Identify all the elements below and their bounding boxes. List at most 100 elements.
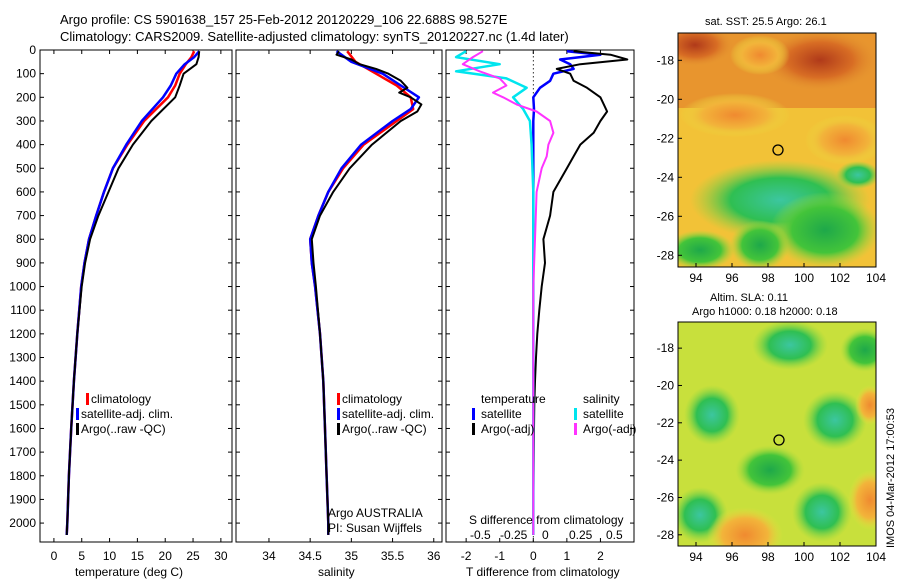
lon-tick-label: 100 [794,550,814,564]
legend-label: climatology [91,392,151,406]
difference-legend: temperature salinity satellite Argo(-adj… [472,392,636,436]
x-tick-label: -1 [494,549,505,563]
legend-swatch [472,423,475,435]
depth-tick-label: 400 [16,138,36,152]
series-line-s-argo [461,50,555,535]
series-line-argo [65,51,201,535]
depth-tick-label: 1000 [9,280,36,294]
sla-low-patch [840,328,876,372]
sla-map [678,322,876,546]
lat-tick-label: -18 [657,53,675,67]
lat-tick-label: -22 [657,131,675,145]
x-tick-label: 34.5 [298,549,322,563]
x-tick-label: 25 [186,549,200,563]
sst-cool-patch [730,220,790,267]
series-line-t-satellite [532,50,602,535]
lon-tick-label: 94 [689,271,703,285]
depth-tick-label: 900 [16,256,36,270]
depth-tick-label: 700 [16,209,36,223]
s-difference-ticks: -0.5 -0.25 0 0.25 0.5 [470,528,623,542]
lon-tick-label: 98 [761,271,775,285]
sla-low-patch [752,322,828,370]
lat-tick-label: -26 [657,490,675,504]
x-tick-label: 20 [159,549,173,563]
legend-swatch [86,393,89,405]
sla-low-patch [792,482,852,542]
temperature-x-axis: 0 5 10 15 20 25 30 [51,50,228,563]
lat-tick-label: -20 [657,378,675,392]
lat-tick-label: -20 [657,92,675,106]
lon-tick-label: 96 [725,550,739,564]
x-tick-label: 35.5 [381,549,405,563]
sst-warm-patch [805,115,876,165]
depth-tick-label: 1700 [9,445,36,459]
lon-tick-label: 96 [725,271,739,285]
sla-low-patch [803,390,867,450]
x-tick-label: 10 [103,549,117,563]
lon-tick-label: 102 [830,271,850,285]
lat-tick-label: -28 [657,528,675,542]
temperature-xlabel: temperature (deg C) [75,565,183,579]
s-tick-label: 0.25 [569,528,593,542]
sst-map-title: sat. SST: 25.5 Argo: 26.1 [705,16,827,28]
depth-tick-label: 1600 [9,421,36,435]
difference-panel-frame [445,49,635,543]
lat-tick-label: -18 [657,341,675,355]
legend-label: climatology [342,392,402,406]
lon-tick-label: 100 [794,271,814,285]
s-difference-label: S difference from climatology [469,513,624,527]
s-tick-label: 0.5 [606,528,623,542]
salinity-legend: climatology satellite-adj. clim. Argo(..… [328,392,434,535]
legend-swatch [337,423,340,435]
series-line-argo [310,50,423,535]
legend-swatch [574,408,577,420]
sla-high-patch [855,385,876,425]
series-line-t-argo [532,50,629,535]
legend-label: Argo(..raw -QC) [81,422,166,436]
depth-tick-label: 1400 [9,374,36,388]
lat-tick-label: -24 [657,453,675,467]
depth-tick-label: 600 [16,185,36,199]
s-tick-label: -0.25 [500,528,528,542]
sla-map-frame [677,321,877,547]
legend-swatch [472,408,475,420]
sla-low-patch [684,385,740,445]
sst-cool-patch [678,230,735,267]
depth-tick-label: 100 [16,67,36,81]
x-tick-label: 30 [214,549,228,563]
depth-tick-label: 800 [16,232,36,246]
sst-map [678,33,876,267]
imos-credit: IMOS 04-Mar-2012 17:00:53 [885,408,897,548]
depth-tick-label: 300 [16,114,36,128]
lat-tick-label: -24 [657,170,675,184]
legend-label: Argo(..raw -QC) [342,422,427,436]
legend-label: satellite [481,407,522,421]
sla-map-axes: 94 96 98 100 102 104 -18 -20 -22 -24 -26 -28 [657,341,887,564]
lat-tick-label: -26 [657,209,675,223]
argo-australia-credit: Argo AUSTRALIA [328,506,423,520]
x-tick-label: 2 [597,549,604,563]
legend-swatch [337,393,340,405]
x-tick-label: 34 [262,549,276,563]
x-tick-label: 1 [564,549,571,563]
difference-series [454,50,629,535]
depth-tick-label: 500 [16,161,36,175]
x-tick-label: 5 [78,549,85,563]
legend-header-temperature: temperature [481,392,546,406]
sst-map-axes: 94 96 98 100 102 104 -18 -20 -22 -24 -26 -28 [657,53,887,285]
x-tick-label: 15 [131,549,145,563]
lat-tick-label: -22 [657,416,675,430]
sla-map-title: Altim. SLA: 0.11 [710,292,788,304]
x-tick-label: 36 [427,549,441,563]
x-tick-label: -2 [461,549,472,563]
depth-tick-label: 1200 [9,327,36,341]
legend-label: Argo(-adj) [583,422,636,436]
s-tick-label: -0.5 [470,528,491,542]
sst-hot-patch [678,33,735,67]
legend-swatch [574,423,577,435]
salinity-series [308,50,423,535]
temperature-legend: climatology satellite-adj. clim. Argo(..… [76,392,173,436]
legend-label: satellite-adj. clim. [81,407,173,421]
legend-label: Argo(-adj) [481,422,534,436]
